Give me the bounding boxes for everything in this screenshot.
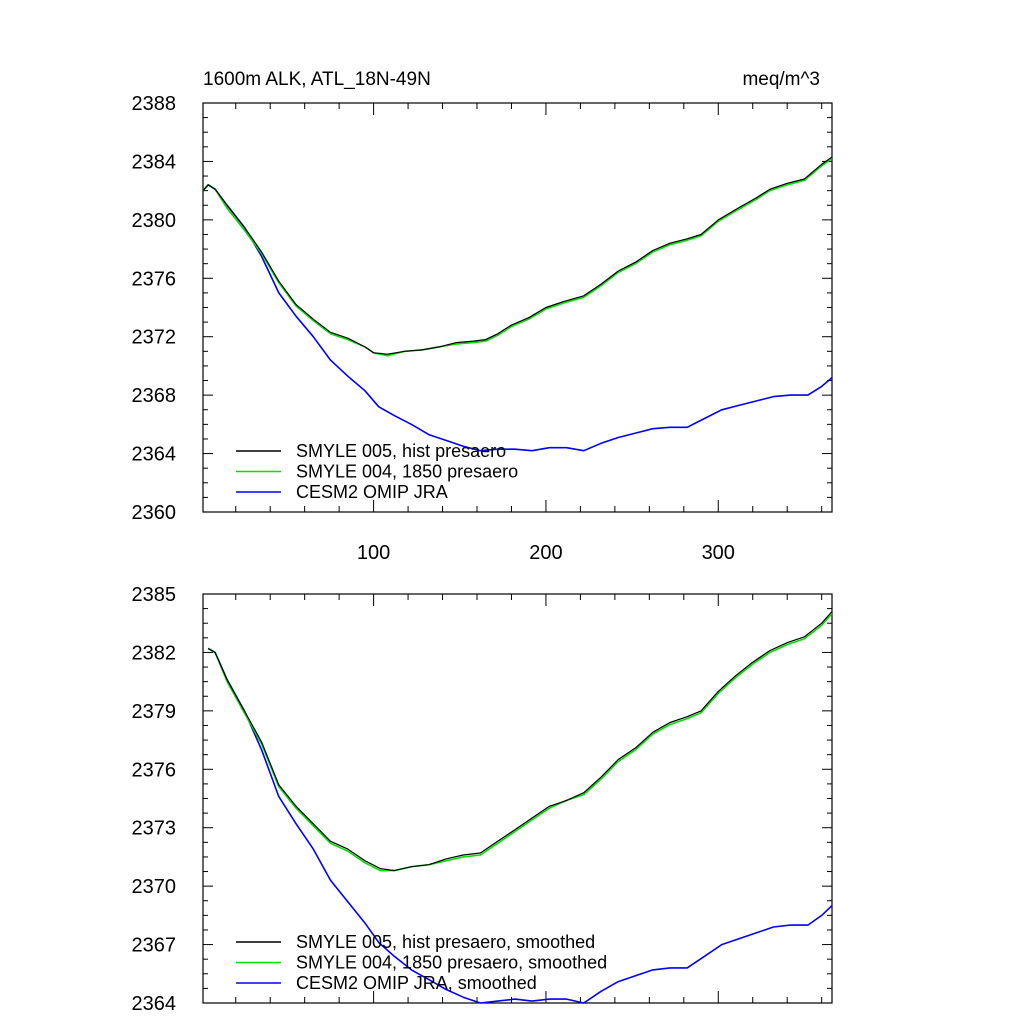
series-line-1 (202, 157, 833, 357)
series-line-2 (207, 647, 833, 1004)
y-tick-label: 2376 (132, 759, 177, 781)
x-tick-label: 100 (357, 542, 390, 564)
legend-label: CESM2 OMIP JRA (296, 482, 448, 502)
y-tick-label: 2382 (132, 642, 177, 664)
y-tick-label: 2367 (132, 935, 177, 957)
y-tick-label: 2388 (132, 93, 177, 115)
series-line-0 (202, 156, 833, 355)
bottom-panel: 2364 2367 2370 2373 2376 2379 2382 2385 SMYLE 00… (132, 584, 833, 1015)
units-label: meq/m^3 (742, 69, 820, 90)
y-tick-label: 2364 (132, 993, 177, 1015)
legend-label: SMYLE 005, hist presaero, smoothed (296, 932, 595, 952)
y-tick-label: 2372 (132, 327, 177, 349)
top-panel: 1600m ALK, ATL_18N-49N meq/m^3 236023642… (132, 69, 833, 564)
y-tick-label: 2364 (132, 444, 177, 466)
legend-label: SMYLE 005, hist presaero (296, 441, 506, 461)
series-line-1 (207, 612, 833, 872)
chart-title: 1600m ALK, ATL_18N-49N (203, 69, 431, 90)
y-tick-label: 2360 (132, 502, 177, 524)
bottom-plot-area: 2364 2367 2370 2373 2376 2379 2382 2385 SMYLE 00… (132, 584, 833, 1015)
series-line-0 (207, 611, 833, 872)
y-tick-label: 2384 (132, 151, 177, 173)
y-tick-label: 2373 (132, 818, 177, 840)
y-tick-label: 2368 (132, 385, 177, 407)
series-line-2 (202, 184, 833, 452)
x-tick-label: 300 (702, 542, 735, 564)
y-tick-label: 2370 (132, 876, 177, 898)
legend-label: SMYLE 004, 1850 presaero (296, 462, 518, 482)
y-tick-label: 2376 (132, 268, 177, 290)
legend-label: SMYLE 004, 1850 presaero, smoothed (296, 953, 607, 973)
x-tick-label: 200 (529, 542, 562, 564)
legend-label: CESM2 OMIP JRA, smoothed (296, 973, 537, 993)
y-tick-label: 2379 (132, 701, 177, 723)
y-tick-label: 2380 (132, 210, 177, 232)
top-plot-area: 2360 2364 2368 2372 2376 2380 2384 2388 100 200 30… (132, 93, 833, 564)
y-tick-label: 2385 (132, 584, 177, 606)
